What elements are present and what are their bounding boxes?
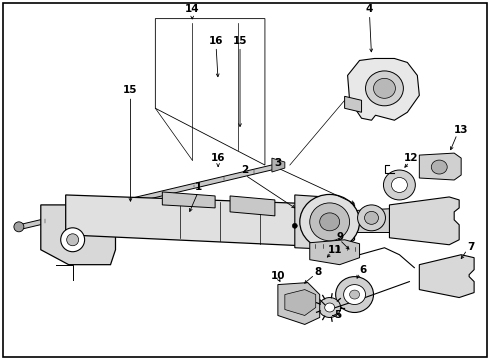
Circle shape: [61, 228, 85, 252]
Polygon shape: [419, 255, 474, 298]
Ellipse shape: [365, 211, 378, 224]
Text: 5: 5: [334, 310, 341, 320]
Polygon shape: [347, 58, 419, 120]
Text: 8: 8: [314, 267, 321, 276]
Circle shape: [14, 222, 24, 232]
Polygon shape: [390, 197, 459, 245]
Ellipse shape: [349, 290, 360, 299]
Text: 10: 10: [270, 271, 285, 281]
Polygon shape: [355, 208, 394, 232]
Text: 2: 2: [242, 165, 248, 175]
Polygon shape: [19, 163, 280, 230]
Ellipse shape: [384, 170, 416, 200]
Text: 14: 14: [185, 4, 199, 14]
Ellipse shape: [366, 71, 403, 106]
Circle shape: [293, 223, 297, 228]
Polygon shape: [344, 96, 362, 112]
Polygon shape: [295, 195, 355, 250]
Ellipse shape: [300, 194, 360, 249]
Text: 4: 4: [366, 4, 373, 14]
Ellipse shape: [343, 285, 366, 305]
Ellipse shape: [318, 298, 341, 318]
Ellipse shape: [373, 78, 395, 98]
Ellipse shape: [310, 203, 349, 241]
Ellipse shape: [336, 276, 373, 312]
Text: 11: 11: [327, 245, 342, 255]
Text: 3: 3: [274, 158, 281, 168]
Text: 7: 7: [467, 242, 475, 252]
Text: 15: 15: [233, 36, 247, 46]
Ellipse shape: [392, 177, 407, 193]
Text: 16: 16: [211, 153, 225, 163]
Polygon shape: [285, 289, 316, 315]
Text: 6: 6: [359, 265, 366, 275]
Text: 16: 16: [209, 36, 223, 46]
Polygon shape: [41, 205, 116, 265]
Ellipse shape: [319, 213, 340, 231]
Polygon shape: [272, 158, 285, 172]
Ellipse shape: [431, 160, 447, 174]
Text: 1: 1: [195, 182, 202, 192]
Polygon shape: [278, 283, 319, 324]
Text: 12: 12: [404, 153, 418, 163]
Text: 13: 13: [454, 125, 468, 135]
Text: 9: 9: [336, 232, 343, 242]
Polygon shape: [419, 153, 461, 180]
Polygon shape: [162, 192, 215, 208]
Ellipse shape: [325, 303, 335, 312]
Text: 15: 15: [123, 85, 138, 95]
Polygon shape: [66, 195, 344, 248]
Circle shape: [67, 234, 78, 246]
Ellipse shape: [358, 205, 386, 231]
Polygon shape: [310, 240, 360, 265]
Polygon shape: [230, 196, 275, 216]
